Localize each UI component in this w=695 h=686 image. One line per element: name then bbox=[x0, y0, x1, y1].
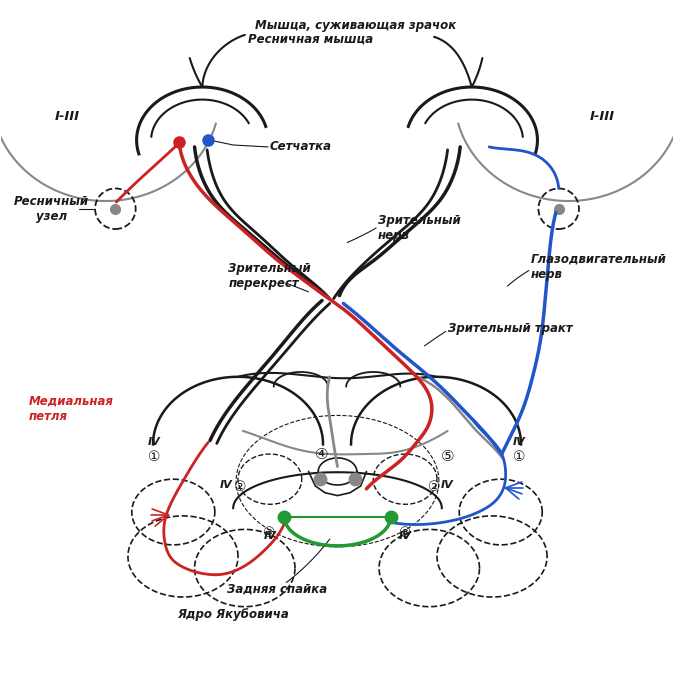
Text: IV: IV bbox=[399, 531, 411, 541]
Text: Зрительный
перекрест: Зрительный перекрест bbox=[229, 262, 311, 290]
Text: ②: ② bbox=[428, 480, 441, 494]
Text: ④: ④ bbox=[316, 447, 329, 462]
Text: Сетчатка: Сетчатка bbox=[270, 141, 332, 154]
Text: Ресничная мышца: Ресничная мышца bbox=[247, 32, 373, 45]
Text: Зрительный
нерв: Зрительный нерв bbox=[378, 214, 461, 242]
Text: Мышца, суживающая зрачок: Мышца, суживающая зрачок bbox=[255, 19, 457, 32]
Text: ③: ③ bbox=[399, 526, 411, 541]
Text: Ресничный
узел: Ресничный узел bbox=[14, 195, 89, 223]
Text: Глазодвигательный
нерв: Глазодвигательный нерв bbox=[531, 252, 667, 281]
Text: IV: IV bbox=[220, 480, 233, 490]
Text: ①: ① bbox=[513, 450, 525, 464]
Text: ⑤: ⑤ bbox=[441, 449, 455, 464]
Text: Ядро Якубовича: Ядро Якубовича bbox=[177, 608, 289, 621]
Text: IV: IV bbox=[513, 438, 525, 447]
Text: Задняя спайка: Задняя спайка bbox=[227, 583, 327, 596]
Text: IV: IV bbox=[441, 480, 454, 490]
Text: I-III: I-III bbox=[55, 110, 79, 123]
Text: ②: ② bbox=[234, 480, 246, 494]
Text: IV: IV bbox=[263, 531, 277, 541]
Text: ①: ① bbox=[148, 450, 161, 464]
Text: Медиальная
петля: Медиальная петля bbox=[28, 394, 113, 423]
Text: ③: ③ bbox=[263, 526, 275, 541]
Text: IV: IV bbox=[147, 438, 161, 447]
Text: Зрительный тракт: Зрительный тракт bbox=[448, 322, 572, 335]
Text: I-III: I-III bbox=[589, 110, 614, 123]
